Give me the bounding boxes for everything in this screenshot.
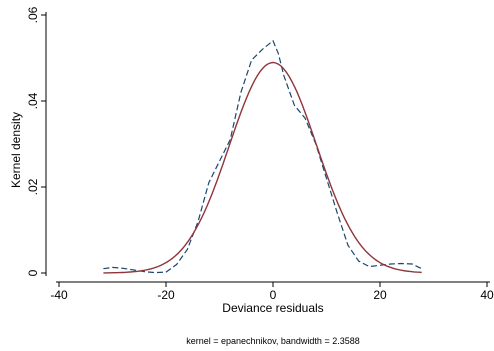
estimation-note: kernel = epanechnikov, bandwidth = 2.358… <box>186 336 359 346</box>
y-tick-label: .02 <box>26 178 40 195</box>
y-tick-label: .04 <box>26 92 40 109</box>
x-tick-label: 20 <box>373 288 387 302</box>
normal-density-line <box>103 61 422 274</box>
x-tick-label: 40 <box>480 288 494 302</box>
x-tick-label: -20 <box>157 288 175 302</box>
x-axis-title: Deviance residuals <box>222 301 323 315</box>
x-tick-label: -40 <box>50 288 68 302</box>
plot-area: -40 -20 0 20 40 0 .02 .04 .06 <box>26 6 494 302</box>
x-tick-label: 0 <box>270 288 277 302</box>
plot-background <box>48 7 491 281</box>
y-tick-label: 0 <box>26 269 40 276</box>
y-axis-title: Kernel density <box>9 112 23 188</box>
y-tick-label: .06 <box>26 6 40 23</box>
kernel-density-line <box>103 39 422 274</box>
